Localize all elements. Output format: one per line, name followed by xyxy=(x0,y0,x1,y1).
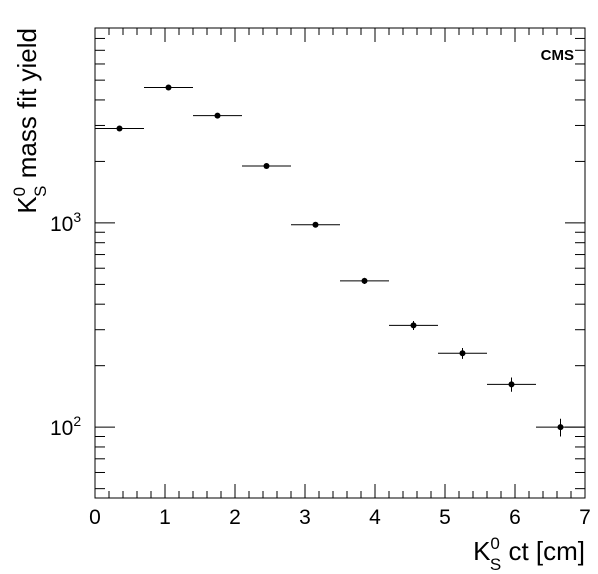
y-axis-label-sub: S xyxy=(31,186,50,197)
data-point xyxy=(508,381,515,388)
data-point xyxy=(361,277,368,284)
x-axis-label-sup: 0 xyxy=(490,534,499,553)
x-tick-labels: 0 1 2 3 4 5 6 7 xyxy=(89,506,591,529)
x-axis-label: K0 S ct [cm] xyxy=(473,534,585,574)
x-tick-label: 2 xyxy=(229,506,241,529)
x-tick-label: 5 xyxy=(439,506,451,529)
plot-frame xyxy=(94,27,586,499)
x-tick-label: 0 xyxy=(89,506,101,529)
data-point xyxy=(410,322,417,329)
y-tick-labels: 102 103 xyxy=(50,209,81,440)
data-point xyxy=(116,125,123,132)
data-point xyxy=(312,221,319,228)
x-tick-label: 3 xyxy=(299,506,311,529)
y-axis-label: K0 S mass fit yield xyxy=(10,28,50,214)
x-tick-label: 4 xyxy=(369,506,381,529)
data-point xyxy=(165,84,172,91)
axis-ticks xyxy=(94,27,586,498)
data-point xyxy=(557,424,564,431)
x-axis-label-sub: S xyxy=(490,555,501,574)
data-series xyxy=(95,84,585,437)
data-point xyxy=(214,112,221,119)
y-tick-label: 103 xyxy=(50,209,81,236)
y-axis-label-sup: 0 xyxy=(10,187,29,196)
x-tick-label: 1 xyxy=(159,506,171,529)
data-point xyxy=(459,350,466,357)
cms-annotation: CMS xyxy=(541,47,574,64)
data-point xyxy=(263,162,270,169)
x-tick-label: 7 xyxy=(579,506,591,529)
x-tick-label: 6 xyxy=(509,506,521,529)
y-tick-label: 102 xyxy=(50,413,81,440)
